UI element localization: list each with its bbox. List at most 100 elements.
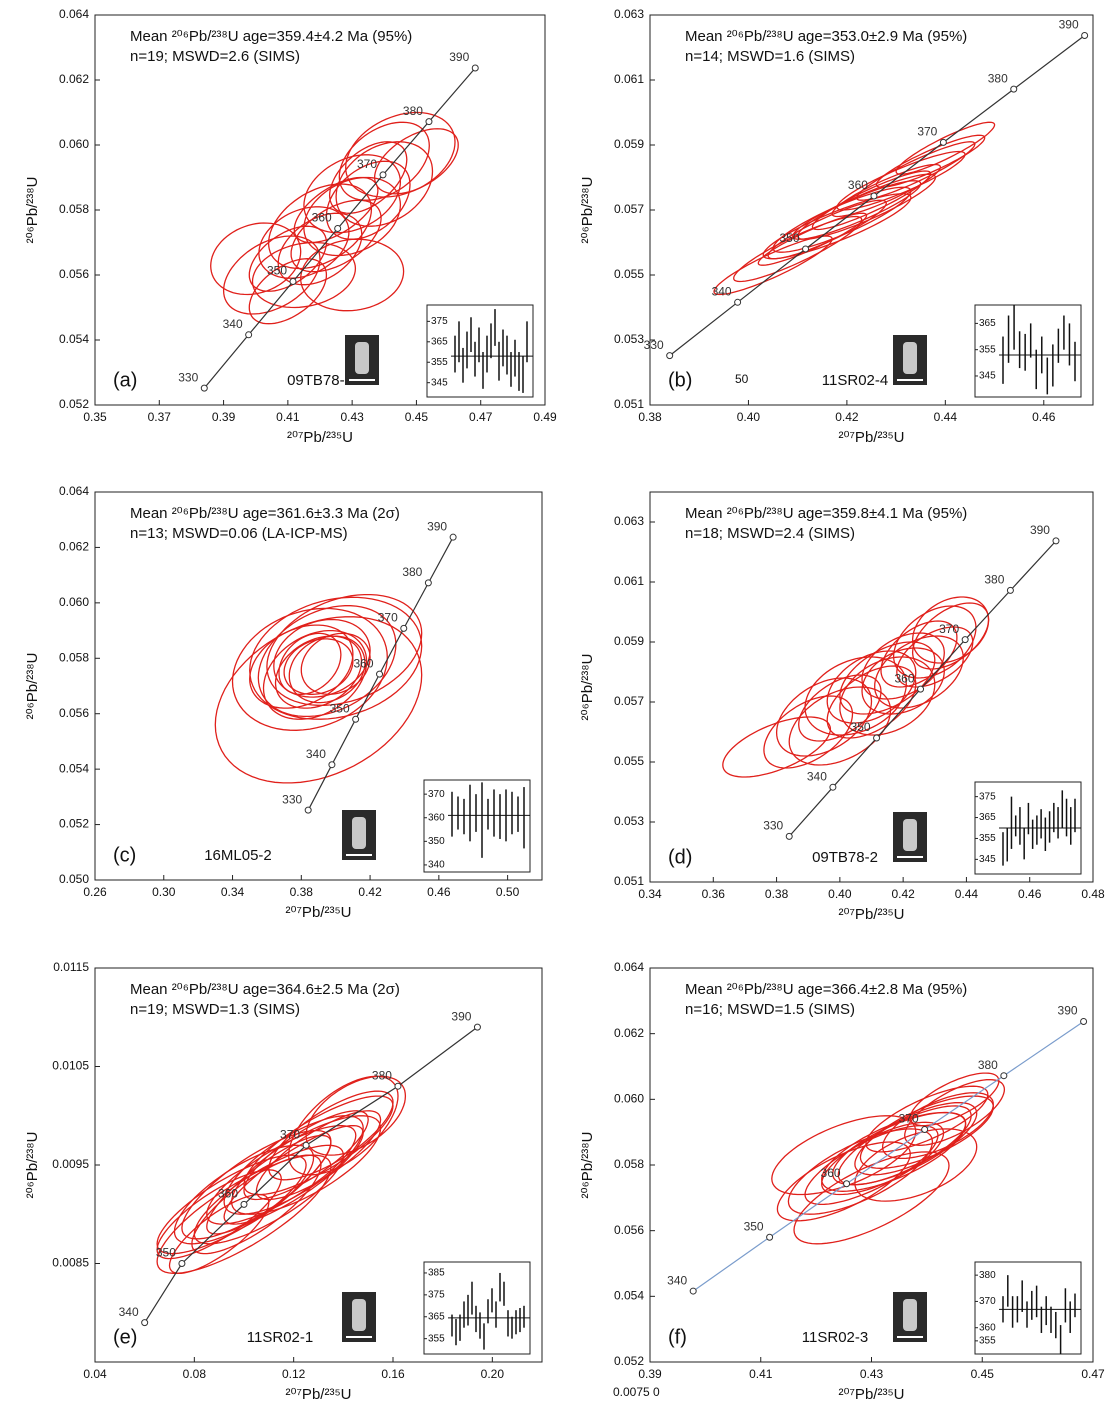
error-ellipse — [771, 1115, 917, 1196]
age-label: 390 — [427, 519, 447, 533]
y-tick-label: 0.061 — [614, 574, 644, 588]
error-ellipse — [305, 1075, 407, 1156]
age-marker — [178, 1260, 186, 1267]
x-tick-label: 0.46 — [1032, 410, 1056, 424]
y-tick-label: 0.058 — [59, 650, 89, 664]
y-tick-label: 0.064 — [59, 7, 89, 21]
age-label: 330 — [763, 819, 783, 833]
x-tick-label: 0.36 — [702, 887, 726, 901]
x-tick-label: 0.40 — [737, 410, 761, 424]
chart-title: Mean ²⁰⁶Pb/²³⁸U age=353.0±2.9 Ma (95%) — [685, 28, 967, 45]
y-tick-label: 0.056 — [59, 706, 89, 720]
x-tick-label: 0.50 — [496, 885, 520, 899]
note: 0.0075 0 — [613, 1385, 660, 1399]
y-tick-label: 0.063 — [614, 514, 644, 528]
note: 50 — [735, 372, 749, 386]
x-tick-label: 0.30 — [152, 885, 176, 899]
age-label: 380 — [402, 565, 422, 579]
age-marker — [961, 636, 969, 644]
age-label: 370 — [378, 611, 398, 625]
x-tick-label: 0.41 — [749, 1367, 773, 1381]
inset-tick-label: 345 — [431, 377, 448, 388]
x-tick-label: 0.40 — [828, 887, 852, 901]
error-ellipse — [909, 1072, 1000, 1127]
age-marker — [376, 670, 384, 678]
y-tick-label: 0.060 — [614, 1092, 644, 1106]
y-tick-label: 0.062 — [59, 540, 89, 554]
concordia-curve — [692, 1021, 1084, 1292]
y-tick-label: 0.053 — [614, 332, 644, 346]
x-axis-label: ²⁰⁷Pb/²³⁵U — [839, 429, 905, 446]
inset: 355 365 375 385 — [423, 1261, 531, 1355]
error-ellipse — [792, 180, 922, 240]
error-ellipse — [338, 121, 430, 201]
age-label: 360 — [312, 211, 332, 225]
x-axis-label: ²⁰⁷Pb/²³⁵U — [287, 429, 353, 446]
chart-title: Mean ²⁰⁶Pb/²³⁸U age=359.4±4.2 Ma (95%) — [130, 28, 412, 45]
panel-label: (d) — [668, 846, 692, 868]
age-label: 370 — [899, 1112, 919, 1126]
y-tick-label: 0.063 — [614, 7, 644, 21]
error-ellipse — [798, 674, 882, 742]
age-marker — [1000, 1072, 1008, 1080]
age-label: 390 — [451, 1009, 471, 1023]
x-axis-label: ²⁰⁷Pb/²³⁵U — [839, 1386, 905, 1400]
age-label: 330 — [282, 792, 302, 806]
inset-tick-label: 360 — [979, 1322, 996, 1333]
x-tick-label: 0.47 — [469, 410, 493, 424]
x-tick-label: 0.48 — [1081, 887, 1105, 901]
x-tick-label: 0.34 — [638, 887, 662, 901]
y-axis-label: ²⁰⁶Pb/²³⁸U — [24, 1132, 41, 1199]
age-label: 350 — [851, 720, 871, 734]
x-tick-label: 0.42 — [835, 410, 859, 424]
y-tick-label: 0.062 — [614, 1026, 644, 1040]
sample-label: 11SR02-3 — [802, 1329, 868, 1346]
inset-tick-label: 365 — [979, 318, 996, 329]
inset-tick-label: 365 — [431, 336, 448, 347]
age-label: 360 — [895, 671, 915, 685]
crystal — [903, 342, 917, 374]
inset-tick-label: 355 — [979, 344, 996, 355]
age-label: 340 — [807, 769, 827, 783]
age-marker — [1052, 537, 1060, 545]
plot-area — [689, 1018, 1088, 1295]
x-tick-label: 0.12 — [282, 1367, 306, 1381]
error-ellipse — [206, 1134, 332, 1235]
chart-subtitle: n=19; MSWD=2.6 (SIMS) — [130, 48, 300, 65]
error-ellipse — [767, 199, 887, 260]
age-marker — [379, 171, 387, 179]
age-marker — [200, 384, 208, 392]
x-tick-label: 0.43 — [860, 1367, 884, 1381]
error-ellipse — [274, 635, 363, 709]
inset-tick-label: 385 — [428, 1268, 445, 1279]
error-ellipse — [776, 1141, 911, 1222]
chart-title: Mean ²⁰⁶Pb/²³⁸U age=361.6±3.3 Ma (2σ) — [130, 505, 400, 522]
error-ellipse — [904, 1078, 1006, 1146]
crystal — [355, 342, 369, 374]
chart-subtitle: n=18; MSWD=2.4 (SIMS) — [685, 525, 855, 542]
error-ellipse — [797, 173, 937, 240]
age-marker — [785, 832, 793, 840]
age-label: 390 — [1030, 523, 1050, 537]
age-marker — [240, 1200, 248, 1208]
error-ellipse — [895, 121, 996, 175]
age-label: 380 — [988, 71, 1008, 85]
inset: 340 350 360 370 — [423, 779, 531, 873]
crystal — [352, 817, 366, 849]
x-tick-label: 0.38 — [638, 410, 662, 424]
y-tick-label: 0.054 — [614, 1289, 644, 1303]
age-marker — [666, 352, 674, 360]
plot-frame — [94, 491, 543, 881]
y-tick-label: 0.062 — [59, 72, 89, 86]
error-ellipse — [258, 206, 350, 279]
age-label: 350 — [330, 701, 350, 715]
inset-tick-label: 345 — [979, 854, 996, 865]
error-ellipse — [303, 154, 402, 234]
inset-tick-label: 375 — [431, 316, 448, 327]
inset-tick-label: 340 — [428, 860, 445, 871]
x-tick-label: 0.16 — [381, 1367, 405, 1381]
y-tick-label: 0.055 — [614, 754, 644, 768]
y-tick-label: 0.058 — [614, 1157, 644, 1171]
age-marker — [843, 1180, 851, 1188]
